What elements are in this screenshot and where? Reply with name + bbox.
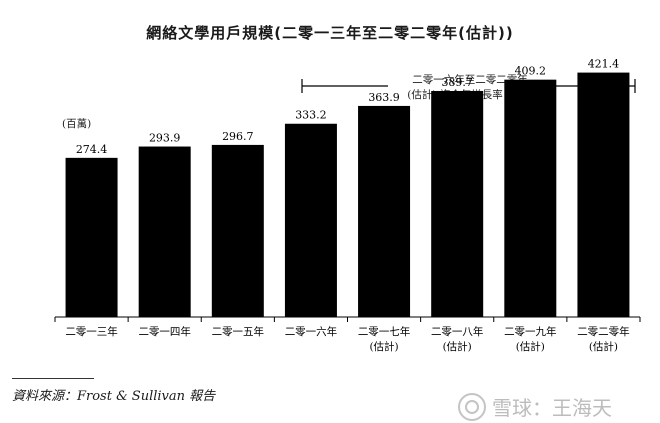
bar — [65, 157, 118, 317]
watermark-text: 雪球：王海天 — [492, 396, 612, 420]
value-labels: 274.4 293.9 296.7 333.2 363.9 389.7 409.2 421.4 — [76, 58, 619, 156]
watermark: 雪球：王海天 — [458, 392, 612, 421]
category-labels: 二零一三年 二零一四年 二零一五年 二零一六年 二零一七年 (估計) 二零一八年 (估計) 二零… — [65, 325, 629, 353]
bar — [284, 123, 337, 317]
value-label: 389.7 — [441, 76, 473, 89]
bar — [577, 72, 630, 317]
category-label: 二零一三年 — [65, 325, 118, 338]
bar — [431, 90, 484, 317]
value-label: 421.4 — [588, 58, 620, 71]
bar — [504, 79, 557, 317]
source-rule — [12, 378, 94, 379]
unit-label: (百萬) — [62, 118, 92, 130]
chart-title: 網絡文學用戶規模(二零一三年至二零二零年(估計)) — [146, 24, 514, 42]
category-label: 二零一九年 — [504, 325, 557, 338]
category-label: (估計) — [589, 340, 618, 353]
category-label: (估計) — [443, 340, 472, 353]
source-note: 資料來源：Frost & Sullivan 報告 — [12, 389, 216, 404]
category-label: 二零一四年 — [138, 325, 191, 338]
value-label: 274.4 — [76, 143, 108, 156]
category-label: (估計) — [369, 340, 398, 353]
cagr-line-1: 二零一六年至二零二零年 — [412, 74, 528, 86]
value-label: 296.7 — [222, 130, 254, 143]
bar — [358, 105, 411, 317]
bar — [211, 144, 264, 317]
category-label: 二零二零年 — [577, 325, 630, 338]
category-label: 二零一八年 — [431, 325, 484, 338]
bar-series — [65, 72, 630, 317]
category-label: 二零一七年 — [358, 325, 411, 338]
value-label: 333.2 — [295, 109, 327, 122]
category-label: 二零一六年 — [285, 325, 338, 338]
category-label: (估計) — [516, 340, 545, 353]
snowball-logo-icon — [458, 392, 486, 421]
value-label: 293.9 — [149, 132, 181, 145]
value-label: 363.9 — [368, 91, 400, 104]
x-axis-ticks — [54, 317, 641, 322]
bar — [138, 146, 191, 317]
value-label: 409.2 — [515, 65, 547, 78]
category-label: 二零一五年 — [212, 325, 265, 338]
